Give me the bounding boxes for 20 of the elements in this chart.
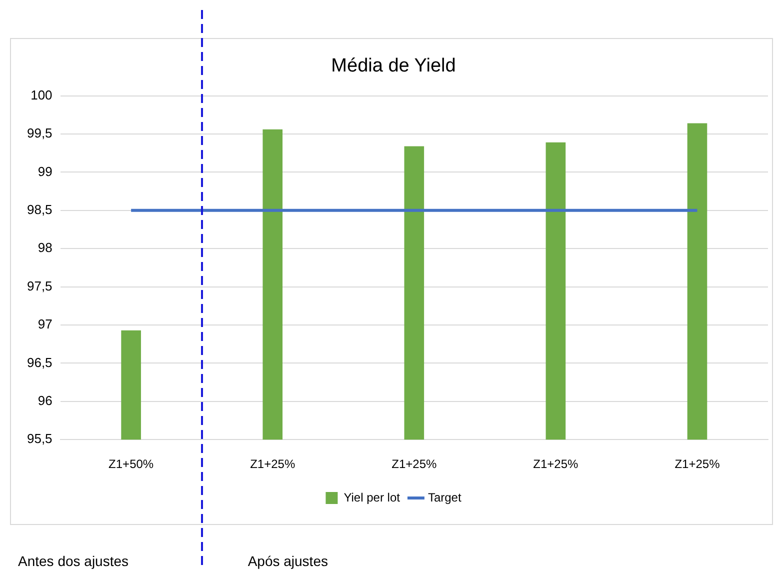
text: Após ajustes (248, 553, 328, 569)
x-tick-label: Z1+50% (108, 457, 154, 472)
x-tick-label: Z1+25% (533, 457, 579, 472)
legend-label: Target (428, 490, 462, 504)
y-tick-label: 95,5 (26, 431, 52, 446)
y-tick-label: 96 (38, 392, 52, 408)
x-tick-label: Z1+25% (250, 457, 296, 472)
y-tick-label: 99,5 (26, 126, 52, 141)
x-tick-label: Z1+25% (392, 457, 437, 472)
y-tick-label: 97 (38, 316, 52, 332)
x-tick-label: Z1+25% (674, 457, 720, 472)
y-tick-label: 99 (38, 164, 52, 179)
legend-label: Yiel per lot (344, 490, 401, 504)
y-tick-label: 96,5 (26, 354, 52, 370)
y-tick-label: 97,5 (26, 278, 52, 294)
y-tick-label: 98,5 (26, 202, 52, 217)
text: Antes dos ajustes (18, 553, 129, 569)
y-tick-label: 98 (38, 240, 52, 256)
y-tick-label: 100 (30, 87, 52, 102)
chart-title: Média de Yield (331, 56, 456, 77)
